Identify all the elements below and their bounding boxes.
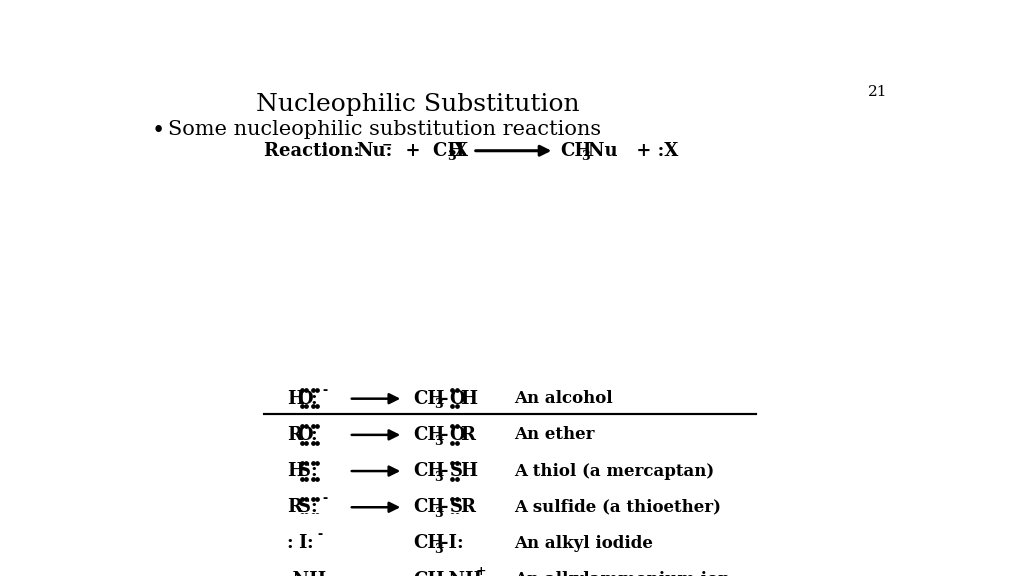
Text: 3: 3: [582, 150, 590, 164]
Text: S: S: [450, 462, 463, 480]
Text: 3: 3: [447, 150, 456, 164]
Text: H: H: [287, 462, 304, 480]
Text: 3: 3: [434, 507, 442, 520]
Text: An alkylammonium ion: An alkylammonium ion: [514, 571, 730, 576]
Text: R: R: [287, 426, 302, 444]
Text: −: −: [382, 138, 392, 151]
Text: -: -: [441, 390, 449, 408]
Text: A thiol (a mercaptan): A thiol (a mercaptan): [514, 463, 714, 480]
Text: :NH: :NH: [287, 571, 327, 576]
Text: H: H: [287, 390, 304, 408]
Text: -I:: -I:: [441, 535, 464, 552]
Text: R: R: [461, 498, 475, 516]
Text: H: H: [461, 462, 477, 480]
Text: :: :: [306, 535, 313, 552]
Text: :: :: [310, 390, 316, 408]
Text: CH: CH: [414, 462, 444, 480]
Text: O: O: [298, 426, 313, 444]
Text: O: O: [450, 390, 465, 408]
Text: :: :: [310, 426, 316, 444]
Text: :: :: [310, 462, 316, 480]
Text: X: X: [454, 142, 468, 160]
Text: 3: 3: [434, 471, 442, 484]
Text: 3: 3: [434, 434, 442, 448]
Text: +  CH: + CH: [393, 142, 465, 160]
Text: H: H: [461, 390, 477, 408]
Text: I: I: [298, 535, 306, 552]
Text: S: S: [298, 462, 310, 480]
Text: -: -: [323, 492, 328, 505]
Text: R: R: [461, 426, 475, 444]
Text: :: :: [310, 498, 316, 516]
Text: Some nucleophilic substitution reactions: Some nucleophilic substitution reactions: [168, 120, 601, 139]
Text: •: •: [152, 120, 165, 142]
Text: 3: 3: [434, 543, 442, 556]
Text: S: S: [298, 498, 310, 516]
Text: Nu   + :X: Nu + :X: [588, 142, 678, 160]
Text: S: S: [450, 498, 463, 516]
Text: -: -: [441, 462, 449, 480]
Text: :: :: [287, 535, 294, 552]
Text: CH: CH: [414, 390, 444, 408]
Text: 3: 3: [434, 399, 442, 411]
Text: 21: 21: [868, 85, 888, 99]
Text: An alcohol: An alcohol: [514, 390, 612, 407]
Text: CH: CH: [414, 498, 444, 516]
Text: Nu:: Nu:: [356, 142, 392, 160]
Text: -: -: [323, 384, 328, 397]
Text: O: O: [298, 390, 313, 408]
Text: An ether: An ether: [514, 426, 595, 444]
Text: O: O: [450, 426, 465, 444]
Text: An alkyl iodide: An alkyl iodide: [514, 535, 653, 552]
Text: CH: CH: [414, 426, 444, 444]
Text: R: R: [287, 498, 302, 516]
Text: -: -: [441, 498, 449, 516]
Text: -: -: [441, 426, 449, 444]
Text: +: +: [475, 566, 485, 576]
Text: Reaction:: Reaction:: [263, 142, 366, 160]
Text: -: -: [317, 528, 323, 541]
Text: Nucleophilic Substitution: Nucleophilic Substitution: [256, 93, 580, 116]
Text: A sulfide (a thioether): A sulfide (a thioether): [514, 499, 721, 516]
Text: CH: CH: [414, 535, 444, 552]
Text: -NH: -NH: [441, 571, 482, 576]
Text: CH: CH: [560, 142, 592, 160]
Text: CH: CH: [414, 571, 444, 576]
